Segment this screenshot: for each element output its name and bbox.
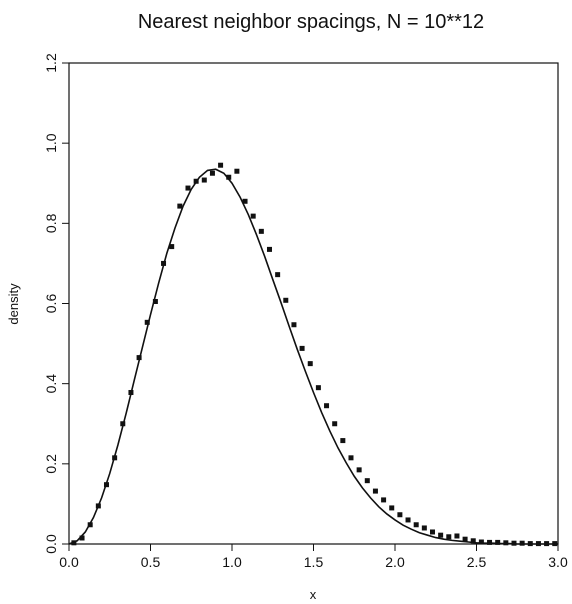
data-point	[421, 525, 427, 531]
data-point	[389, 505, 395, 511]
data-point	[470, 538, 476, 544]
data-point	[275, 272, 281, 278]
data-point	[364, 478, 370, 484]
data-point	[234, 168, 240, 174]
x-axis-label: x	[310, 587, 317, 602]
data-point	[495, 539, 501, 545]
data-point	[454, 533, 460, 539]
data-point	[112, 455, 118, 461]
data-point	[487, 539, 493, 545]
data-point	[283, 297, 289, 303]
data-point	[266, 246, 272, 252]
data-point	[397, 512, 403, 518]
y-tick-label: 0.4	[43, 374, 59, 394]
data-point	[535, 541, 541, 547]
y-tick-label: 1.2	[43, 53, 59, 73]
data-point	[315, 385, 321, 391]
y-axis-label: density	[6, 283, 21, 325]
data-point	[218, 162, 224, 168]
data-point	[438, 532, 444, 538]
data-point	[209, 170, 215, 176]
data-point	[307, 361, 313, 367]
data-point	[152, 299, 158, 304]
data-points	[71, 162, 558, 547]
data-point	[95, 503, 101, 509]
y-axis: 0.0 0.2 0.4 0.6 0.8 1.0 1.2	[43, 53, 69, 554]
data-point	[429, 529, 435, 535]
y-tick-label: 0.6	[43, 294, 59, 314]
data-point	[177, 203, 183, 209]
data-point	[258, 228, 264, 234]
data-point	[299, 345, 305, 351]
x-tick-label: 0.0	[59, 554, 79, 570]
data-point	[478, 539, 484, 545]
data-point	[226, 174, 232, 180]
data-point	[103, 482, 109, 488]
data-point	[348, 455, 354, 461]
x-tick-label: 0.5	[141, 554, 161, 570]
data-point	[413, 522, 419, 528]
x-tick-label: 2.5	[467, 554, 487, 570]
x-tick-label: 1.0	[222, 554, 242, 570]
data-point	[193, 178, 199, 184]
data-point	[552, 541, 558, 547]
data-point	[79, 535, 85, 541]
data-point	[242, 198, 248, 204]
density-curve-line	[68, 168, 558, 545]
data-point	[372, 488, 378, 494]
plot-frame	[68, 62, 559, 545]
data-point	[519, 540, 525, 546]
x-tick-label: 3.0	[548, 554, 568, 570]
data-point	[405, 517, 411, 523]
y-tick-label: 0.2	[43, 454, 59, 474]
data-point	[161, 260, 167, 266]
data-point	[503, 540, 509, 546]
data-point	[185, 185, 191, 191]
data-point	[128, 389, 134, 395]
y-tick-label: 1.0	[43, 133, 59, 153]
data-point	[120, 421, 126, 427]
data-point	[250, 213, 256, 219]
data-point	[340, 438, 346, 444]
data-point	[291, 322, 297, 328]
data-point	[201, 177, 207, 183]
data-point	[144, 319, 150, 325]
data-point	[527, 541, 533, 547]
x-axis: 0.0 0.5 1.0 1.5 2.0 2.5 3.0	[59, 544, 568, 570]
y-tick-label: 0.8	[43, 213, 59, 233]
data-point	[544, 541, 550, 547]
data-point	[381, 497, 387, 503]
y-tick-label: 0.0	[43, 534, 59, 554]
data-point	[71, 540, 77, 546]
x-tick-label: 2.0	[385, 554, 405, 570]
data-point	[324, 403, 330, 409]
data-point	[169, 244, 175, 250]
data-point	[332, 421, 338, 427]
data-point	[446, 534, 452, 540]
data-point	[511, 540, 517, 546]
chart-title: Nearest neighbor spacings, N = 10**12	[138, 11, 484, 33]
data-point	[356, 467, 362, 473]
data-point	[136, 355, 142, 361]
data-point	[87, 522, 93, 528]
x-tick-label: 1.5	[304, 554, 324, 570]
data-point	[462, 536, 468, 542]
